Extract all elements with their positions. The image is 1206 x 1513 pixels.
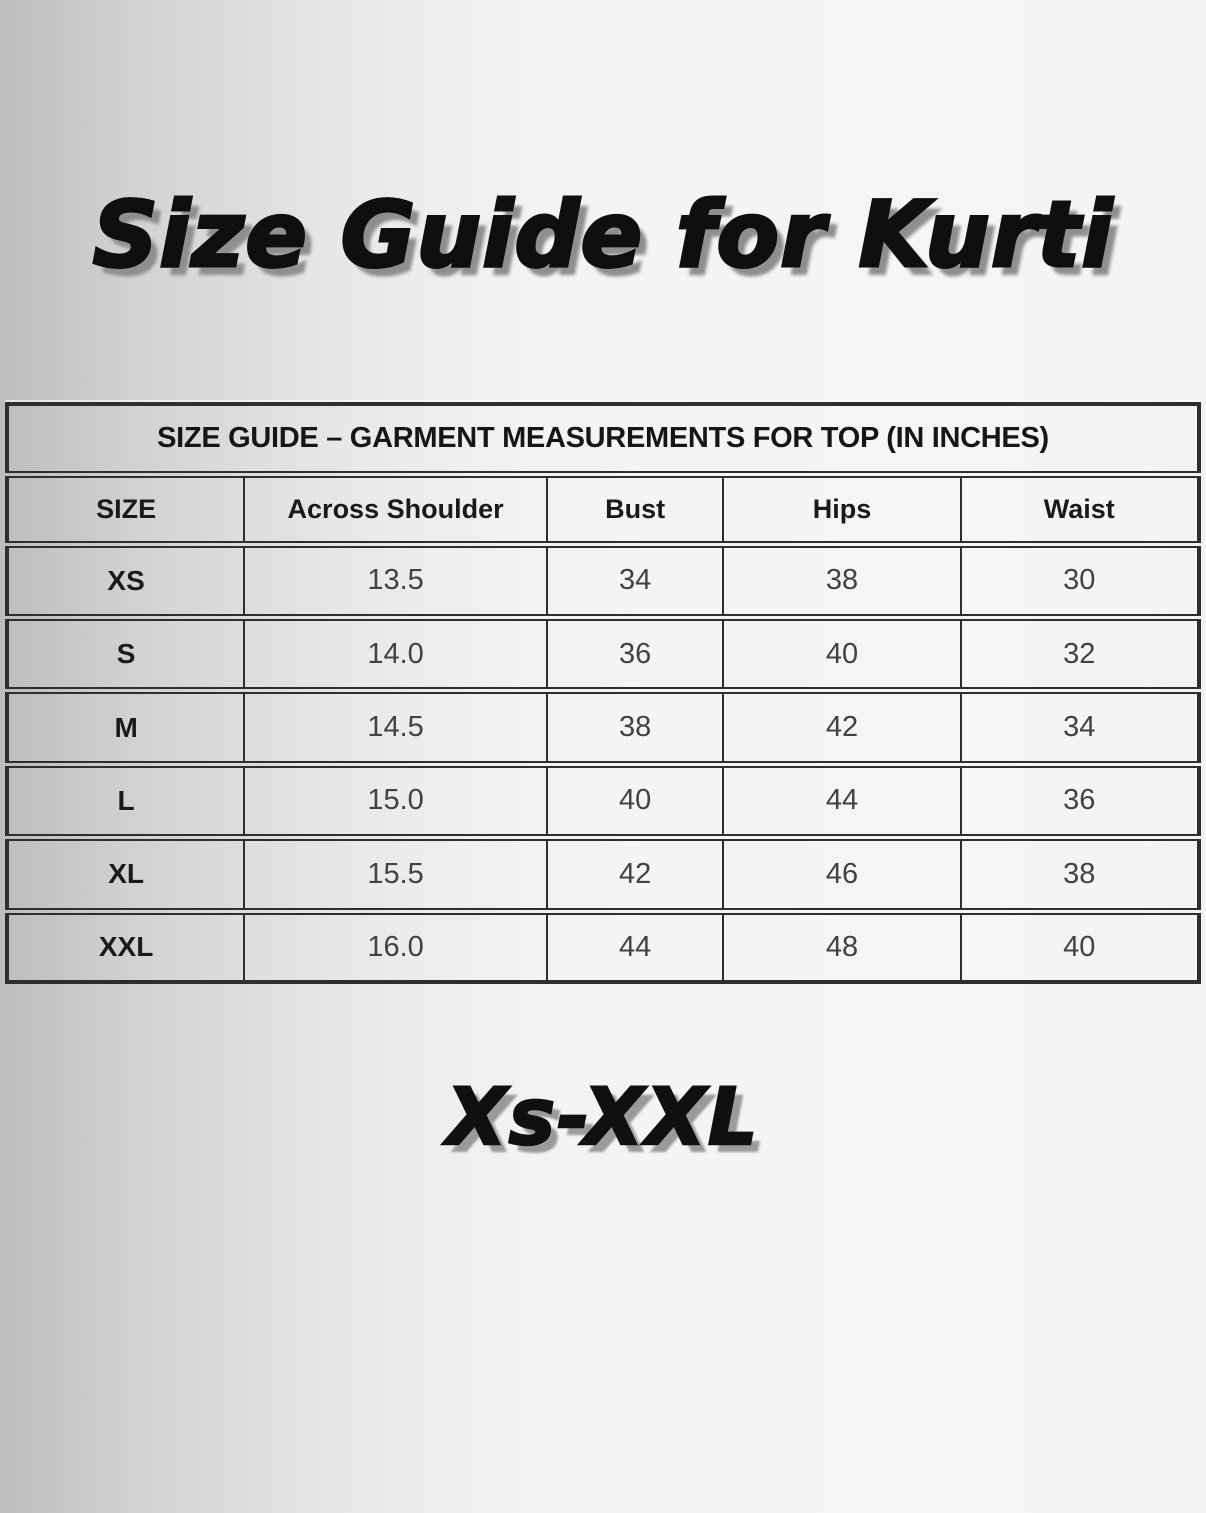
across-shoulder-value: 14.0 xyxy=(243,613,548,695)
bust-value: 36 xyxy=(545,613,725,695)
size-label: M xyxy=(5,687,246,768)
page: { "page": { "title": "Size Guide for Kur… xyxy=(0,182,1206,1513)
column-header-waist: Waist xyxy=(959,470,1201,548)
across-shoulder-value: 16.0 xyxy=(243,907,548,984)
table-caption-row: SIZE GUIDE – GARMENT MEASUREMENTS FOR TO… xyxy=(6,403,1200,478)
across-shoulder-value: 15.5 xyxy=(243,834,548,915)
hips-value: 44 xyxy=(722,760,962,842)
column-header-size: SIZE xyxy=(5,470,246,548)
table-row-xs: XS 13.5 34 38 30 xyxy=(5,540,1201,622)
table-row-xxl: XXL 16.0 44 48 40 xyxy=(5,907,1201,984)
column-header-hips: Hips xyxy=(722,470,962,548)
size-label: XS xyxy=(5,540,246,622)
across-shoulder-value: 13.5 xyxy=(243,540,548,622)
across-shoulder-value: 15.0 xyxy=(243,760,548,842)
bust-value: 40 xyxy=(545,760,725,842)
column-header-across-shoulder: Across Shoulder xyxy=(243,470,548,548)
bust-value: 44 xyxy=(545,907,725,984)
bust-value: 34 xyxy=(545,540,725,622)
waist-value: 34 xyxy=(959,687,1201,768)
size-label: L xyxy=(5,760,246,842)
size-range-label: Xs-XXL xyxy=(445,1072,760,1163)
page-title: Size Guide for Kurti xyxy=(91,182,1114,288)
size-label: S xyxy=(5,613,246,695)
size-guide-table: SIZE GUIDE – GARMENT MEASUREMENTS FOR TO… xyxy=(5,401,1201,984)
hips-value: 40 xyxy=(722,613,962,695)
size-label: XL xyxy=(5,834,246,915)
hips-value: 42 xyxy=(722,687,962,768)
waist-value: 36 xyxy=(959,760,1201,842)
waist-value: 30 xyxy=(959,540,1201,622)
table-row-l: L 15.0 40 44 36 xyxy=(5,760,1201,842)
hips-value: 46 xyxy=(722,834,962,915)
table-row-s: S 14.0 36 40 32 xyxy=(5,613,1201,695)
waist-value: 38 xyxy=(959,834,1201,915)
size-label: XXL xyxy=(5,907,246,984)
table-row-m: M 14.5 38 42 34 xyxy=(5,687,1201,768)
hips-value: 38 xyxy=(722,540,962,622)
across-shoulder-value: 14.5 xyxy=(243,687,548,768)
table-caption: SIZE GUIDE – GARMENT MEASUREMENTS FOR TO… xyxy=(6,403,1200,478)
table-row-xl: XL 15.5 42 46 38 xyxy=(5,834,1201,915)
bust-value: 42 xyxy=(545,834,725,915)
waist-value: 32 xyxy=(959,613,1201,695)
bust-value: 38 xyxy=(545,687,725,768)
hips-value: 48 xyxy=(722,907,962,984)
column-header-bust: Bust xyxy=(545,470,725,548)
table-header-row: SIZE Across Shoulder Bust Hips Waist xyxy=(5,470,1201,548)
waist-value: 40 xyxy=(959,907,1201,984)
